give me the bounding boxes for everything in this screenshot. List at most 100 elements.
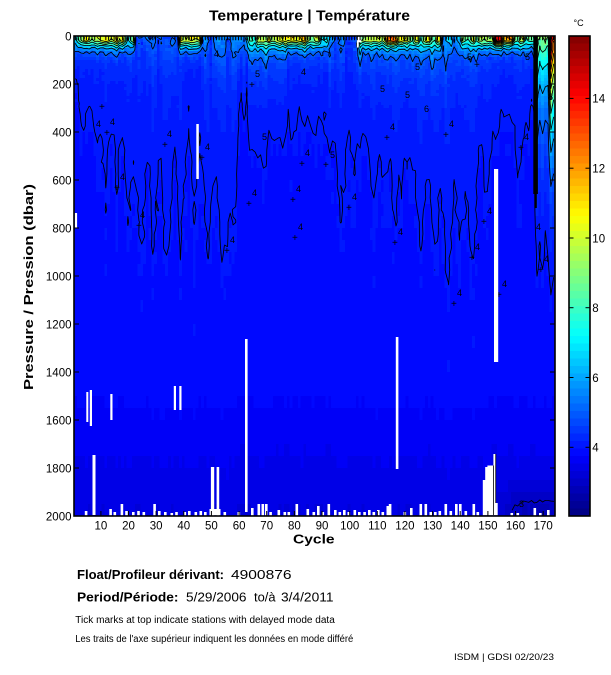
svg-text:4: 4 bbox=[120, 172, 125, 182]
svg-text:4: 4 bbox=[298, 222, 303, 232]
svg-text:130: 130 bbox=[423, 520, 442, 532]
svg-text:1400: 1400 bbox=[46, 367, 72, 379]
svg-text:+: + bbox=[518, 143, 524, 154]
svg-text:4: 4 bbox=[96, 119, 101, 129]
svg-text:+: + bbox=[249, 80, 255, 91]
svg-text:400: 400 bbox=[52, 127, 71, 139]
svg-text:200: 200 bbox=[52, 79, 71, 91]
svg-text:4: 4 bbox=[140, 210, 145, 220]
svg-text:5: 5 bbox=[467, 52, 472, 62]
svg-text:4: 4 bbox=[524, 132, 529, 142]
svg-text:60: 60 bbox=[233, 520, 246, 532]
svg-text:+: + bbox=[474, 60, 480, 71]
svg-text:100: 100 bbox=[340, 520, 359, 532]
svg-text:+: + bbox=[104, 128, 110, 139]
svg-text:4: 4 bbox=[592, 443, 599, 455]
svg-text:40: 40 bbox=[177, 520, 190, 532]
svg-text:+: + bbox=[290, 195, 296, 206]
svg-text:110: 110 bbox=[368, 520, 386, 532]
svg-text:4900876: 4900876 bbox=[231, 567, 292, 582]
svg-text:80: 80 bbox=[288, 520, 301, 532]
svg-text:+: + bbox=[323, 160, 329, 171]
svg-text:Tick marks at top indicate sta: Tick marks at top indicate stations with… bbox=[75, 615, 335, 626]
svg-text:+: + bbox=[136, 221, 142, 232]
svg-text:70: 70 bbox=[260, 520, 273, 532]
svg-text:5/29/2006: 5/29/2006 bbox=[186, 590, 247, 605]
svg-text:600: 600 bbox=[52, 175, 71, 187]
svg-text:20: 20 bbox=[122, 520, 135, 532]
svg-text:10: 10 bbox=[95, 520, 108, 532]
svg-text:+: + bbox=[246, 199, 252, 210]
svg-text:1000: 1000 bbox=[46, 271, 72, 283]
svg-text:°C: °C bbox=[574, 18, 585, 28]
svg-text:+: + bbox=[496, 290, 502, 301]
svg-text:+: + bbox=[443, 130, 449, 141]
svg-text:0: 0 bbox=[65, 31, 71, 43]
svg-text:5: 5 bbox=[262, 132, 267, 142]
svg-text:1200: 1200 bbox=[46, 319, 72, 331]
svg-text:+: + bbox=[384, 133, 390, 144]
svg-text:4: 4 bbox=[110, 117, 115, 127]
svg-text:4: 4 bbox=[502, 279, 507, 289]
svg-text:+: + bbox=[392, 238, 398, 249]
svg-text:4: 4 bbox=[536, 222, 541, 232]
svg-text:10: 10 bbox=[592, 233, 605, 245]
svg-text:4: 4 bbox=[167, 129, 172, 139]
svg-text:120: 120 bbox=[395, 520, 414, 532]
svg-text:4: 4 bbox=[449, 119, 454, 129]
svg-text:4: 4 bbox=[230, 235, 235, 245]
svg-text:4: 4 bbox=[487, 206, 492, 216]
svg-text:5: 5 bbox=[255, 69, 260, 79]
svg-text:140: 140 bbox=[451, 520, 470, 532]
svg-text:5: 5 bbox=[525, 52, 530, 62]
svg-text:50: 50 bbox=[205, 520, 218, 532]
svg-text:14: 14 bbox=[592, 94, 605, 106]
svg-text:160: 160 bbox=[506, 520, 525, 532]
svg-text:4: 4 bbox=[305, 148, 310, 158]
svg-text:+: + bbox=[114, 183, 120, 194]
svg-text:1600: 1600 bbox=[46, 415, 72, 427]
svg-text:5: 5 bbox=[405, 90, 410, 100]
svg-text:3: 3 bbox=[519, 499, 524, 509]
svg-text:5: 5 bbox=[415, 62, 420, 72]
svg-text:4: 4 bbox=[457, 288, 462, 298]
svg-text:+: + bbox=[451, 299, 457, 310]
svg-text:+: + bbox=[299, 159, 305, 170]
svg-text:+: + bbox=[162, 140, 168, 151]
svg-text:Les traits de l'axe supérieur: Les traits de l'axe supérieur indiquent … bbox=[75, 634, 353, 645]
svg-text:+: + bbox=[481, 217, 487, 228]
svg-text:4: 4 bbox=[475, 242, 480, 252]
svg-text:Period/Période:: Period/Période: bbox=[77, 590, 179, 605]
svg-text:4: 4 bbox=[214, 49, 219, 59]
svg-text:+: + bbox=[224, 246, 230, 257]
svg-text:6: 6 bbox=[424, 104, 429, 114]
svg-text:12: 12 bbox=[592, 164, 605, 176]
svg-text:4: 4 bbox=[352, 192, 357, 202]
svg-text:4: 4 bbox=[301, 67, 306, 77]
svg-text:4: 4 bbox=[398, 227, 403, 237]
svg-text:170: 170 bbox=[534, 520, 553, 532]
svg-text:150: 150 bbox=[478, 520, 497, 532]
svg-text:30: 30 bbox=[150, 520, 163, 532]
svg-text:4: 4 bbox=[544, 254, 549, 264]
svg-text:8: 8 bbox=[548, 92, 553, 102]
svg-text:+: + bbox=[99, 102, 105, 113]
svg-text:5: 5 bbox=[330, 150, 335, 160]
svg-text:+: + bbox=[292, 233, 298, 244]
svg-text:90: 90 bbox=[316, 520, 329, 532]
svg-text:+: + bbox=[469, 253, 475, 264]
svg-text:1800: 1800 bbox=[46, 463, 72, 475]
svg-text:6: 6 bbox=[592, 373, 598, 385]
svg-text:ISDM | GDSI 02/20/23: ISDM | GDSI 02/20/23 bbox=[454, 652, 554, 663]
svg-text:4: 4 bbox=[205, 142, 210, 152]
svg-text:4: 4 bbox=[296, 184, 301, 194]
svg-text:Pressure / Pression (dbar): Pressure / Pression (dbar) bbox=[21, 184, 36, 390]
svg-text:2000: 2000 bbox=[46, 511, 72, 523]
svg-text:4: 4 bbox=[390, 122, 395, 132]
svg-text:3/4/2011: 3/4/2011 bbox=[281, 590, 334, 605]
svg-text:+: + bbox=[346, 203, 352, 214]
svg-text:+: + bbox=[199, 153, 205, 164]
svg-text:800: 800 bbox=[52, 223, 71, 235]
svg-text:+: + bbox=[538, 265, 544, 276]
svg-text:Temperature | Température: Temperature | Température bbox=[209, 8, 410, 25]
